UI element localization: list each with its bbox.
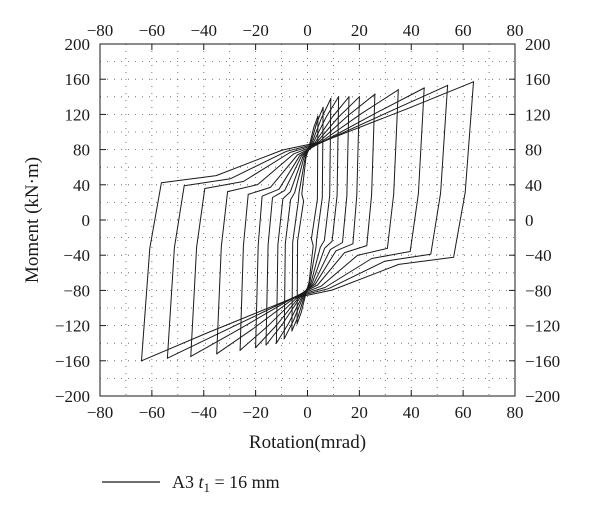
x-tick-label-top: 20 (351, 21, 368, 40)
x-tick-label-bottom: 0 (303, 403, 312, 422)
legend-label-variable: t (199, 472, 205, 492)
x-tick-label-bottom: −20 (242, 403, 269, 422)
loop-peak-negative (216, 353, 218, 355)
y-tick-label-left: −80 (63, 281, 90, 300)
loop-peak-negative (255, 347, 257, 349)
loop-peak-positive (446, 84, 449, 86)
loop-peak-negative (275, 342, 277, 344)
ticks: −80−80−60−60−40−40−20−200020204040606080… (55, 21, 560, 422)
loop-peak-negative (265, 344, 267, 346)
loop-peak-positive (348, 96, 350, 98)
loop-peak-positive (472, 81, 475, 83)
y-tick-label-left: −40 (63, 246, 90, 265)
x-tick-label-top: 80 (507, 21, 524, 40)
y-tick-label-right: 160 (525, 70, 551, 89)
y-tick-label-right: 80 (525, 141, 542, 160)
y-tick-label-left: 160 (65, 70, 91, 89)
x-tick-label-top: −40 (190, 21, 217, 40)
loop-peak-negative (140, 360, 143, 362)
x-tick-label-bottom: −80 (87, 403, 114, 422)
y-tick-label-left: 120 (65, 105, 91, 124)
y-tick-label-right: −40 (525, 246, 552, 265)
x-tick-label-bottom: −40 (190, 403, 217, 422)
loop-peak-negative (190, 355, 192, 357)
loop-peak-negative (166, 357, 169, 359)
x-tick-label-top: −60 (139, 21, 166, 40)
x-tick-label-top: 60 (455, 21, 472, 40)
x-tick-label-bottom: 80 (507, 403, 524, 422)
x-axis-title: Rotation(mrad) (249, 432, 366, 453)
y-tick-label-right: −200 (525, 387, 560, 406)
y-tick-label-right: −120 (525, 317, 560, 336)
x-tick-label-top: 40 (403, 21, 420, 40)
loop-peak-positive (397, 89, 399, 91)
y-axis-title: Moment (kN·m) (22, 157, 43, 283)
x-tick-label-bottom: −60 (139, 403, 166, 422)
loop-peak-positive (330, 97, 332, 100)
legend-label-subscript: 1 (204, 480, 211, 495)
y-tick-label-right: 0 (525, 211, 534, 230)
hysteresis-loop (216, 89, 399, 355)
grid (100, 44, 515, 396)
loop-peak-negative (296, 323, 298, 325)
y-tick-label-right: −160 (525, 352, 560, 371)
y-tick-label-right: 120 (525, 105, 551, 124)
legend: A3 t1 = 16 mm (102, 472, 280, 495)
x-tick-label-top: 0 (303, 21, 312, 40)
x-tick-label-top: −80 (87, 21, 114, 40)
loop-peak-negative (283, 338, 285, 340)
y-tick-label-left: 80 (73, 141, 90, 160)
y-tick-label-left: 0 (82, 211, 91, 230)
loop-peak-negative (239, 349, 241, 351)
loop-peak-positive (338, 96, 340, 98)
y-tick-label-left: −160 (55, 352, 90, 371)
x-tick-label-top: −20 (242, 21, 269, 40)
hysteresis-loop (141, 81, 474, 362)
y-tick-label-right: 200 (525, 35, 551, 54)
legend-label: A3 t1 = 16 mm (172, 472, 280, 495)
x-tick-label-bottom: 20 (351, 403, 368, 422)
y-tick-label-left: −200 (55, 387, 90, 406)
loop-peak-positive (423, 87, 425, 89)
loop-peak-positive (317, 115, 319, 117)
loop-peak-negative (291, 330, 293, 332)
legend-label-prefix: A3 (172, 472, 199, 492)
loop-peak-positive (322, 106, 324, 108)
hysteresis-curves (140, 81, 475, 362)
y-tick-label-left: 40 (73, 176, 90, 195)
x-tick-label-bottom: 40 (403, 403, 420, 422)
loop-peak-positive (374, 93, 376, 95)
hysteresis-loop (255, 96, 360, 348)
y-tick-label-right: 40 (525, 176, 542, 195)
loop-peak-positive (358, 96, 360, 98)
y-tick-label-left: −120 (55, 317, 90, 336)
y-tick-label-left: 200 (65, 35, 91, 54)
y-tick-label-right: −80 (525, 281, 552, 300)
x-tick-label-bottom: 60 (455, 403, 472, 422)
legend-label-suffix: = 16 mm (210, 472, 280, 492)
